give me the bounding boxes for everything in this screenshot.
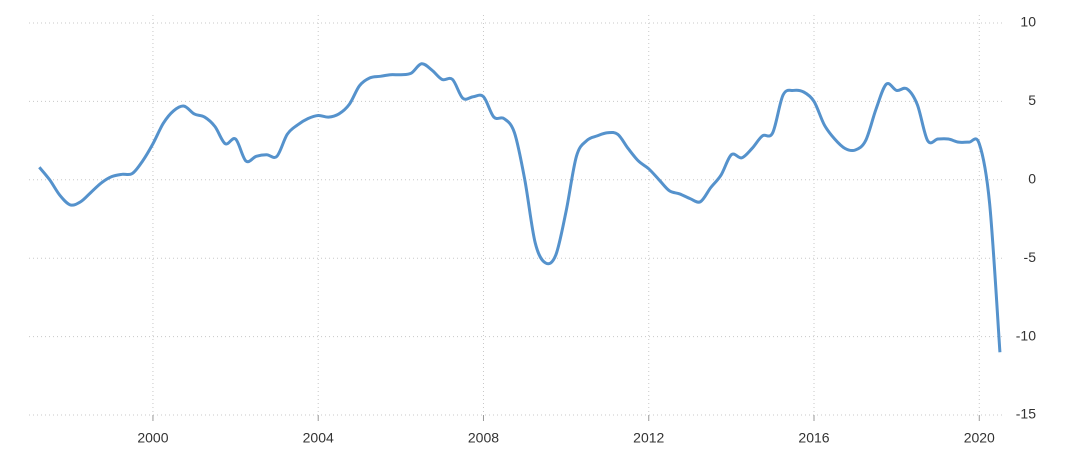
y-tick-label: 0 bbox=[1028, 171, 1036, 187]
x-tick-label: 2020 bbox=[964, 430, 995, 446]
y-tick-label: 10 bbox=[1020, 14, 1036, 30]
y-tick-label: -15 bbox=[1016, 406, 1036, 422]
y-tick-label: -10 bbox=[1016, 327, 1036, 343]
x-tick-label: 2016 bbox=[798, 430, 829, 446]
data-line bbox=[38, 62, 1002, 353]
y-tick-label: 5 bbox=[1028, 92, 1036, 108]
x-tick-label: 2004 bbox=[303, 430, 334, 446]
y-tick-label: -5 bbox=[1024, 249, 1037, 265]
x-tick-label: 2008 bbox=[468, 430, 499, 446]
x-tick-label: 2012 bbox=[633, 430, 664, 446]
x-tick-label: 2000 bbox=[137, 430, 168, 446]
